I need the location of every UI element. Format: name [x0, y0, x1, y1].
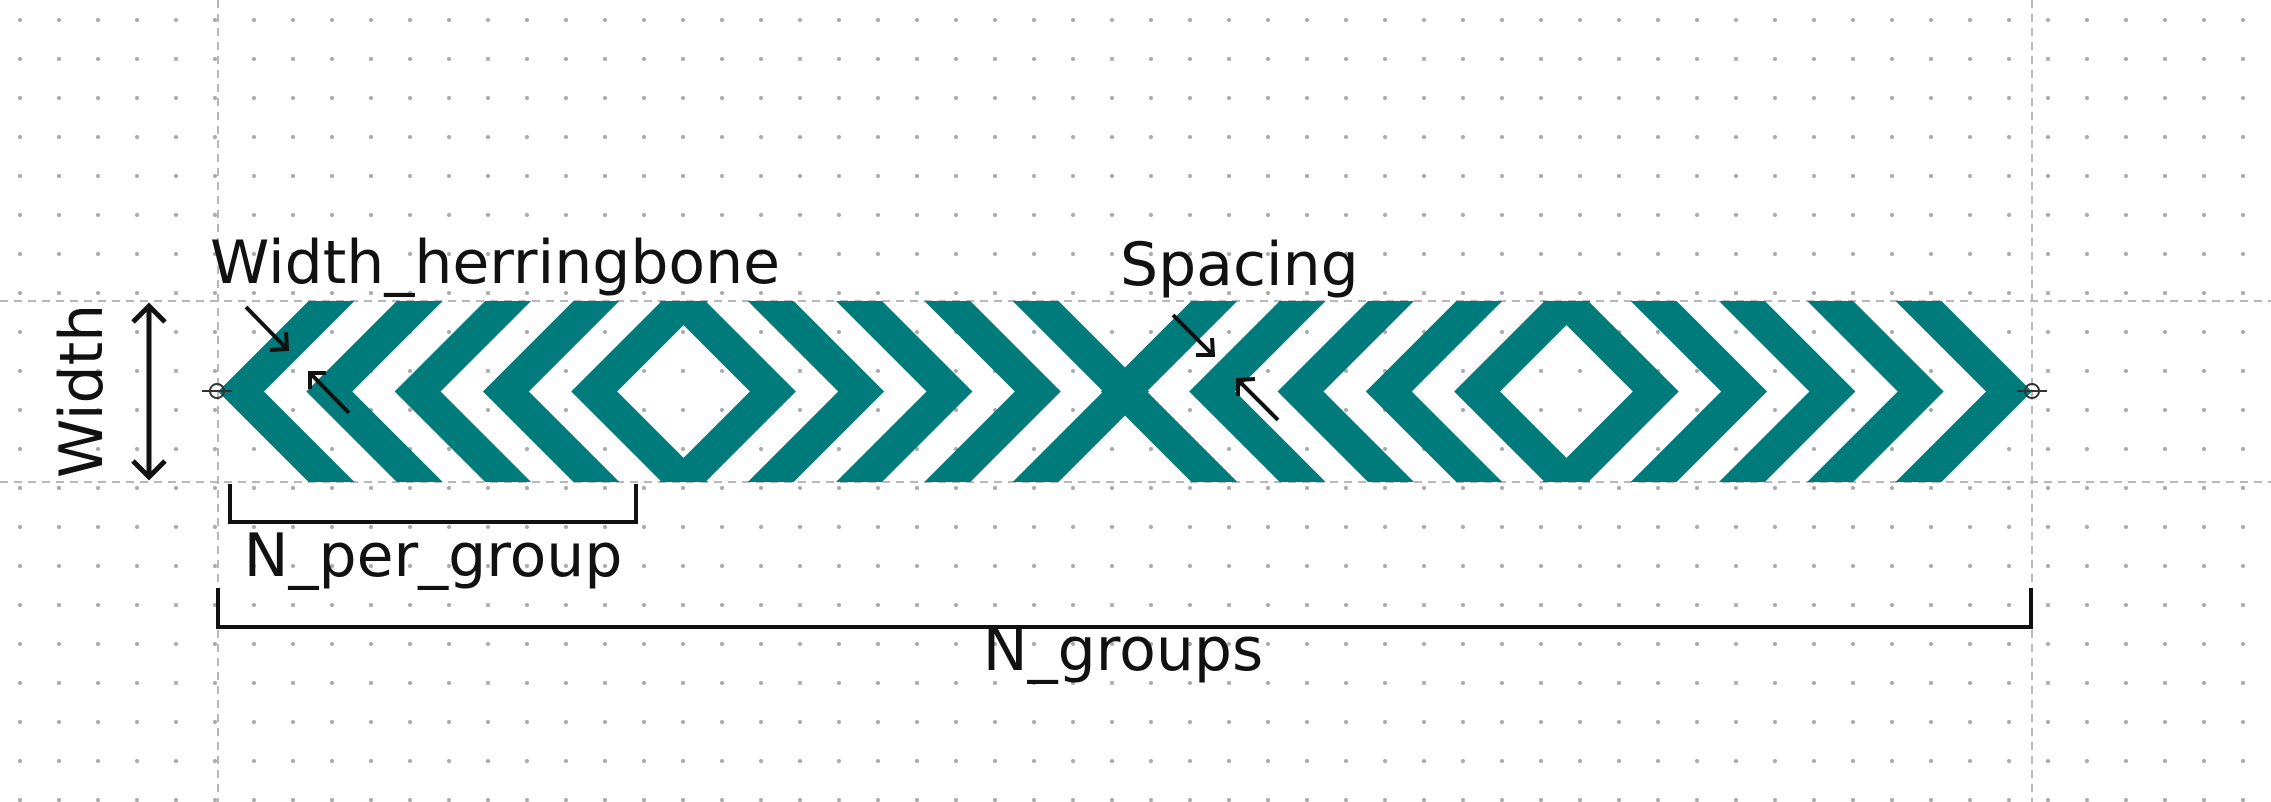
chevron-2-3 — [836, 301, 973, 482]
herringbone-chevrons — [218, 301, 2032, 482]
chevron-2-2 — [747, 301, 885, 482]
chevron-3-3 — [1277, 301, 1414, 482]
arrow-icon — [131, 459, 167, 481]
n-groups-label: N_groups — [983, 615, 1263, 685]
n-groups-bracket — [216, 588, 2033, 629]
chevron-3-4 — [1365, 301, 1503, 482]
chevron-1-4 — [482, 301, 620, 482]
chevron-3-5 — [1454, 301, 1591, 482]
chevron-1-5 — [571, 301, 708, 482]
chevron-1-3 — [394, 301, 532, 482]
width-label: Width — [47, 304, 117, 478]
chevron-4-3 — [1718, 301, 1856, 482]
n-per-group-label: N_per_group — [244, 521, 623, 591]
port-markers — [202, 383, 2047, 399]
crosshair-circle-icon — [202, 383, 232, 399]
width-dimension — [131, 302, 167, 481]
n-per-group-bracket — [228, 484, 638, 524]
arrow-icon — [1236, 377, 1256, 396]
arrow-icon — [308, 371, 326, 389]
spacing-label: Spacing — [1120, 230, 1359, 300]
width-herringbone-label: Width_herringbone — [210, 228, 780, 298]
width-herringbone-arrows — [244, 305, 351, 415]
chevron-2-4 — [924, 301, 1061, 482]
chevron-4-2 — [1630, 301, 1768, 482]
chevron-3-1 — [1100, 301, 1238, 482]
arrow-icon — [131, 302, 167, 324]
arrow-icon — [1196, 337, 1216, 357]
crosshair-circle-icon — [2017, 383, 2047, 399]
spacing-arrows — [1171, 313, 1280, 422]
arrow-icon — [269, 331, 290, 352]
chevron-4-4 — [1807, 301, 1944, 482]
chevron-2-1 — [659, 301, 796, 482]
chevron-4-5 — [1895, 301, 2032, 482]
chevron-3-2 — [1189, 301, 1326, 482]
chevron-4-1 — [1542, 301, 1679, 482]
chevron-1-2 — [306, 301, 443, 482]
